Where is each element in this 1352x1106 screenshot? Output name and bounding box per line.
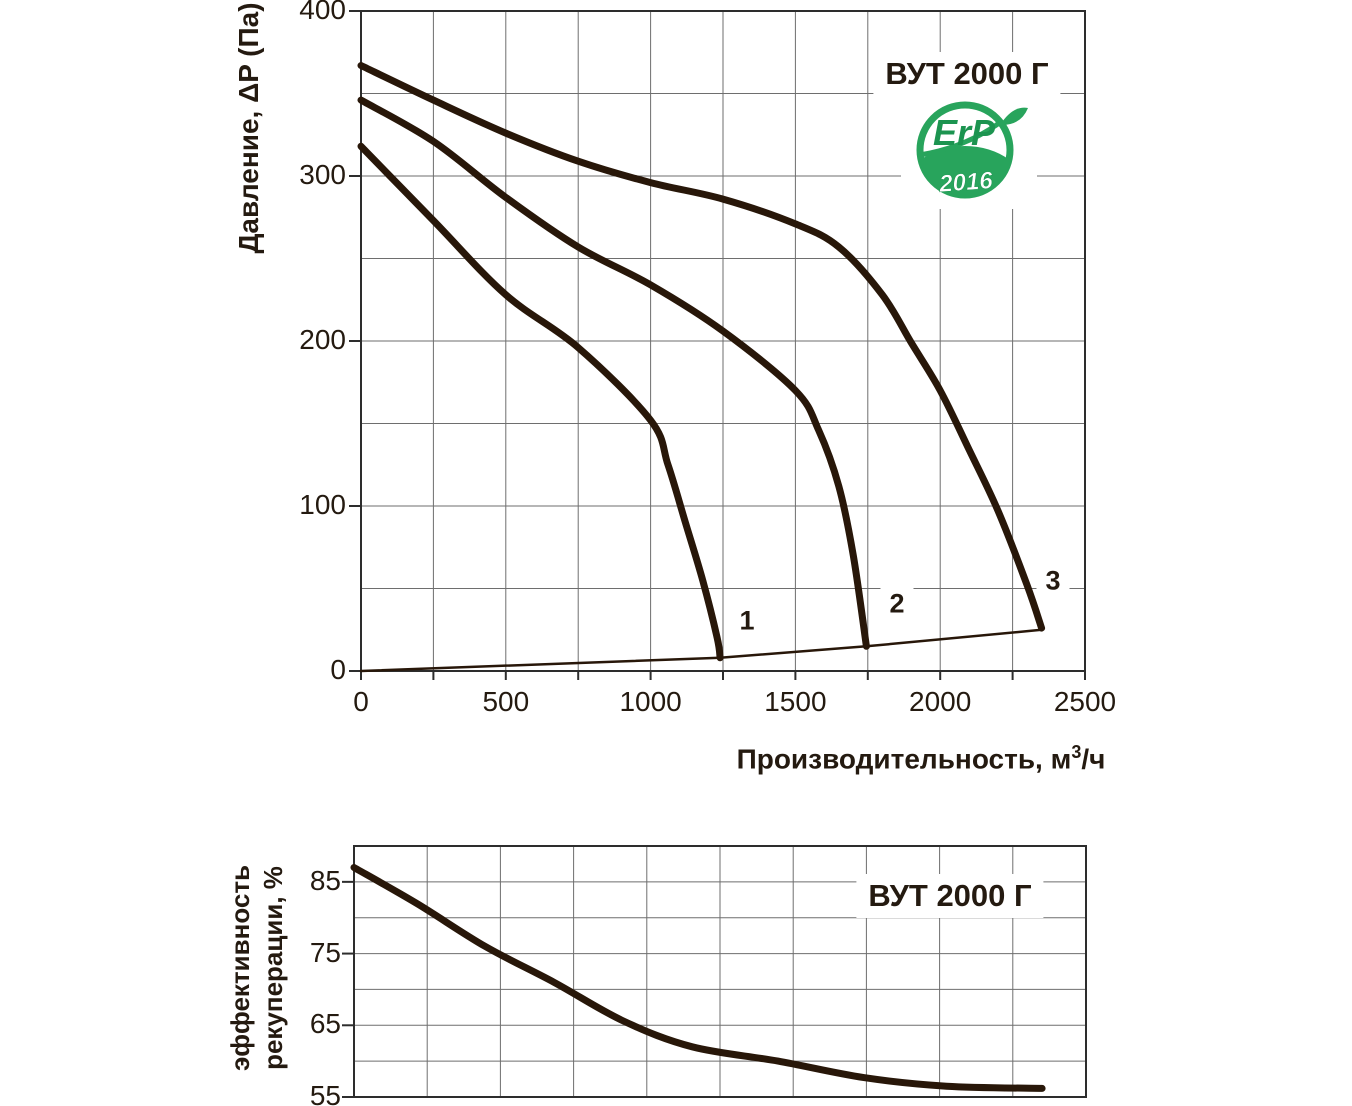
pressure-tick-label: 300 [299,159,346,190]
efficiency-axis-label-line2: рекуперации, % [258,866,288,1070]
efficiency-axis-label: эффективность рекуперации, % [224,865,290,1071]
curve-efficiency [350,864,1046,1092]
efficiency-tick-label: 85 [309,864,341,896]
curve-label-1: 1 [730,604,764,638]
curve-label-3: 3 [1036,564,1070,598]
flow-tick-label: 2000 [909,686,972,717]
curve-label-2: 2 [880,587,914,621]
pressure-tick-label: 0 [330,654,346,685]
plot-frame [353,845,1087,1098]
flow-tick-label: 0 [353,686,369,717]
erp-leaf-logo: ErP 2016 [916,101,1028,199]
flow-axis-label: Производительность, м3/ч [737,742,1106,775]
curve-1 [357,142,724,662]
flow-tick-label: 500 [482,686,530,717]
flow-axis-label-sup: 3 [1071,742,1082,762]
curve-3 [357,62,1046,632]
bottom-chart-title: ВУТ 2000 Г [856,874,1044,918]
efficiency-tick-label: 55 [309,1080,341,1106]
erp-label: ErP [933,112,996,153]
erp-2016-badge: ErP 2016 [901,91,1037,209]
efficiency-tick-label: 65 [309,1008,341,1040]
pressure-axis-label: Давление, ΔP (Па) [233,2,264,254]
curve-2 [357,96,870,650]
pressure-tick-label: 200 [299,324,346,355]
flow-tick-label: 1000 [619,686,682,717]
efficiency-axis-label-line1: эффективность [225,864,255,1072]
flow-tick-label: 2500 [1053,686,1117,717]
pressure-tick-label: 400 [299,0,346,25]
flow-axis-label-text: Производительность, м [736,743,1072,775]
top-chart-title: ВУТ 2000 Г [873,52,1061,96]
network-characteristic-line [359,628,1043,673]
pressure-tick-label: 100 [299,489,346,520]
erp-year-label: 2016 [937,167,994,198]
efficiency-tick-label: 75 [309,936,341,968]
flow-axis-label-unit: /ч [1081,743,1106,775]
flow-tick-label: 1500 [764,686,827,717]
